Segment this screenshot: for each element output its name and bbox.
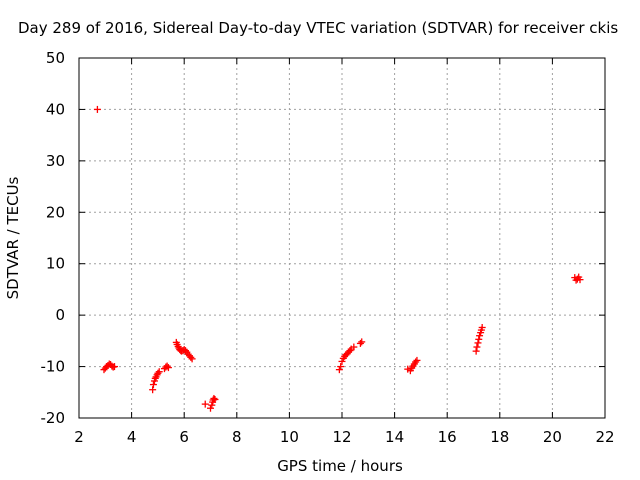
data-point [476,332,484,340]
data-point [207,404,214,412]
data-point [164,364,172,372]
axis-ticks [78,57,606,419]
x-axis-title: GPS time / hours [277,457,403,475]
data-point [93,105,101,113]
y-tick-label: 0 [55,306,65,324]
x-tick-label: 14 [385,428,404,446]
data-point [149,386,157,394]
data-point [335,366,343,374]
data-point [412,358,420,366]
x-tick-label: 6 [179,428,189,446]
x-tick-label: 2 [74,428,84,446]
data-point [149,381,157,389]
data-point [174,343,182,351]
data-point [350,343,358,351]
data-point [413,356,421,364]
data-point [473,343,481,351]
data-point [163,362,171,370]
data-point [337,363,345,371]
grid-lines [79,58,605,418]
data-point [210,394,218,402]
y-tick-label: 50 [46,49,65,67]
y-tick-label: -20 [41,409,66,427]
x-tick-labels: 2 4 6 8 10 12 14 16 18 20 22 [74,428,614,446]
data-point [151,374,159,382]
y-axis-title: SDTVAR / TECUs [4,176,22,299]
x-tick-label: 22 [595,428,614,446]
data-point [472,347,480,355]
data-point [356,339,364,347]
data-points [93,105,584,412]
y-tick-label: 20 [46,203,65,221]
chart-title: Day 289 of 2016, Sidereal Day-to-day VTE… [18,19,618,37]
data-point [208,401,216,409]
data-point [474,339,482,347]
data-point [182,347,190,355]
y-tick-label: 30 [46,152,65,170]
x-tick-label: 10 [280,428,299,446]
data-point [201,400,209,408]
y-tick-label: 10 [46,255,65,273]
data-point [187,353,195,361]
data-point [576,276,584,284]
data-point [111,363,119,371]
data-point [346,347,354,355]
x-tick-label: 8 [232,428,242,446]
x-tick-label: 12 [332,428,351,446]
data-point [211,395,219,403]
data-point [475,335,483,343]
x-tick-label: 16 [438,428,457,446]
data-point [358,338,366,346]
data-point [478,323,486,331]
x-tick-label: 18 [490,428,509,446]
data-point [155,368,163,376]
x-tick-label: 20 [543,428,562,446]
data-point [188,355,196,363]
y-tick-labels: -20 -10 0 10 20 30 40 50 [41,49,66,427]
y-tick-label: -10 [41,358,66,376]
y-tick-label: 40 [46,100,65,118]
data-point [154,369,162,377]
data-point [338,357,346,365]
x-tick-label: 4 [127,428,137,446]
